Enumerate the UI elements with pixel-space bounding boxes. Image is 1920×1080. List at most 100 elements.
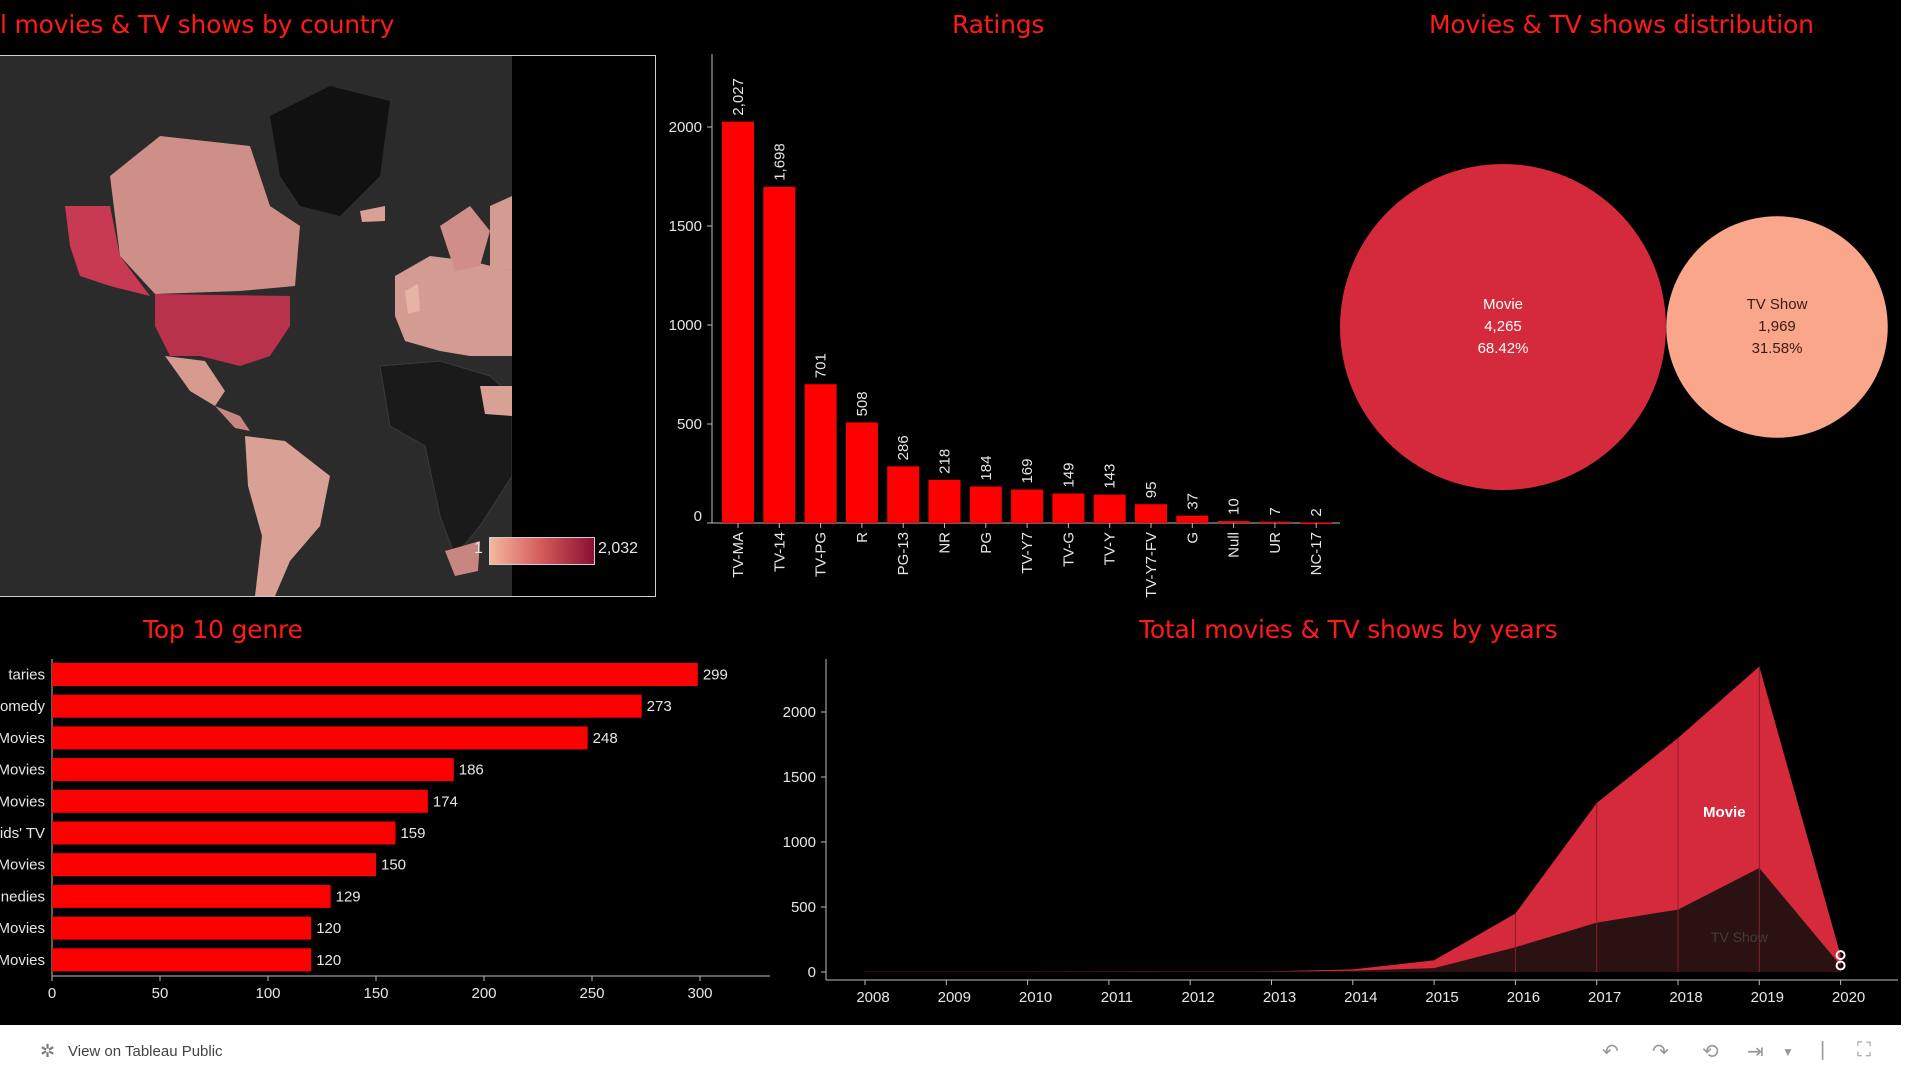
ratings-x-tick-label: TV-Y7-FV: [1143, 532, 1160, 598]
years-x-tick-label: 2018: [1669, 989, 1702, 1006]
map-country-scandinavia[interactable]: [440, 206, 490, 271]
years-x-tick-label: 2019: [1751, 989, 1784, 1006]
map-country-europe[interactable]: [395, 256, 512, 356]
years-x-tick-label: 2013: [1263, 989, 1296, 1006]
chevron-down-icon[interactable]: ▼: [1782, 1045, 1794, 1059]
genre-x-tick-label: 150: [363, 985, 388, 1002]
bubble-movie: [1340, 164, 1666, 490]
years-y-tick-label: 500: [791, 899, 816, 916]
ratings-bar-tv-g: [1052, 493, 1085, 523]
map-country-south-africa[interactable]: [445, 541, 480, 576]
genre-bar: [52, 916, 312, 940]
map-legend-max: 2,032: [598, 540, 639, 557]
ratings-x-tick-label: R: [854, 532, 871, 543]
ratings-y-tick-label: 2000: [669, 119, 702, 136]
ratings-data-label: 10: [1226, 498, 1243, 515]
map-country-central-america[interactable]: [215, 406, 250, 431]
toolbar-divider: |: [1820, 1039, 1826, 1061]
view-on-tableau-link[interactable]: View on Tableau Public: [68, 1043, 223, 1060]
genre-category-label: Movies: [0, 952, 45, 969]
ratings-bar-g: [1176, 515, 1209, 523]
genre-data-label: 159: [400, 825, 425, 842]
ratings-x-tick-label: Null: [1226, 532, 1243, 558]
years-x-tick-label: 2009: [938, 989, 971, 1006]
bubble-name: Movie: [1483, 296, 1523, 313]
world-map[interactable]: 1 2,032: [0, 55, 656, 597]
years-y-tick-label: 2000: [783, 704, 816, 721]
years-y-tick-label: 0: [808, 964, 816, 981]
map-shapes: [65, 86, 512, 596]
map-country-iceland[interactable]: [360, 206, 385, 222]
footer-toolbar: ✲ View on Tableau Public ↶ ↷ ⟲ ⇥ ▼ | ⛶: [0, 1025, 1920, 1080]
undo-icon[interactable]: ↶: [1602, 1041, 1619, 1063]
ratings-x-tick-label: TV-Y: [1102, 532, 1119, 565]
ratings-x-tick-label: NR: [937, 532, 954, 554]
genre-category-label: Movies: [0, 762, 45, 779]
ratings-data-label: 149: [1060, 462, 1077, 487]
genre-data-label: 120: [316, 952, 341, 969]
map-legend-min: 1: [474, 540, 483, 557]
genre-category-label: Movies: [0, 857, 45, 874]
genre-data-label: 273: [647, 698, 672, 715]
genre-category-label: ids' TV: [0, 825, 45, 842]
map-country-uk[interactable]: [405, 284, 420, 314]
distribution-title: Movies & TV shows distribution: [1429, 10, 1814, 39]
ratings-x-tick-label: TV-PG: [813, 532, 830, 577]
map-country-egypt[interactable]: [480, 386, 512, 416]
bubble-value: 4,265: [1484, 318, 1522, 335]
map-country-greenland[interactable]: [270, 86, 390, 216]
ratings-bar-nr: [928, 479, 961, 523]
years-y-tick-label: 1500: [783, 769, 816, 786]
ratings-bar-tv-y7: [1011, 489, 1044, 523]
bubble-tv-show: [1666, 216, 1888, 438]
genre-x-tick-label: 100: [255, 985, 280, 1002]
genre-bar: [52, 884, 331, 908]
ratings-data-label: 701: [813, 353, 830, 378]
genre-bar: [52, 948, 312, 972]
ratings-bar-tv-pg: [804, 384, 837, 523]
ratings-y-tick-label: 0: [694, 508, 702, 525]
years-y-tick-label: 1000: [783, 834, 816, 851]
map-country-usa[interactable]: [155, 294, 290, 366]
ratings-bar-pg-13: [887, 466, 920, 523]
map-country-africa[interactable]: [379, 360, 512, 557]
ratings-y-tick-label: 1500: [669, 218, 702, 235]
ratings-data-label: 95: [1143, 482, 1160, 499]
redo-icon[interactable]: ↷: [1652, 1041, 1669, 1063]
ratings-x-tick-label: TV-MA: [730, 532, 747, 578]
years-x-tick-label: 2008: [856, 989, 889, 1006]
genre-data-label: 299: [703, 667, 728, 684]
map-country-south-america[interactable]: [245, 436, 330, 596]
ratings-x-tick-label: TV-Y7: [1019, 532, 1036, 574]
map-country-russia[interactable]: [490, 196, 512, 271]
genre-bar: [52, 821, 396, 845]
genre-category-label: Movies: [0, 730, 45, 747]
ratings-x-tick-label: G: [1184, 532, 1201, 544]
years-chart[interactable]: 0 500 1000 1500 2000 Movie TV Show 2008 2009 2010…: [770, 655, 1901, 1025]
ratings-y-tick-label: 500: [677, 416, 702, 433]
genre-x-tick-label: 200: [471, 985, 496, 1002]
genre-x-tick-label: 0: [48, 985, 56, 1002]
fullscreen-icon[interactable]: ⛶: [1857, 1039, 1871, 1061]
map-country-alaska[interactable]: [65, 206, 150, 296]
genre-x-tick-label: 250: [579, 985, 604, 1002]
distribution-chart[interactable]: Movie 4,265 68.42% TV Show 1,969 31.58%: [1320, 140, 1900, 510]
map-country-canada[interactable]: [110, 136, 300, 294]
genre-data-label: 120: [316, 920, 341, 937]
genre-x-tick-label: 50: [152, 985, 169, 1002]
share-icon[interactable]: ⇥: [1747, 1041, 1764, 1063]
ratings-data-label: 2,027: [730, 78, 747, 116]
ratings-chart[interactable]: 0 500 1000 1500 2000 2,027 TV-MA 1,698 TV-14 701 T…: [660, 50, 1340, 610]
genre-chart[interactable]: 0 50 100 150 200 250 300 299 taries 273 omedy 248 Mo…: [0, 655, 790, 1015]
ratings-bar-null: [1217, 521, 1250, 523]
map-country-mexico[interactable]: [165, 356, 225, 406]
ratings-bar-r: [845, 422, 878, 523]
ratings-data-label: 37: [1184, 493, 1201, 510]
ratings-title: Ratings: [952, 10, 1045, 39]
ratings-bar-tv-y7-fv: [1135, 504, 1167, 523]
revert-icon[interactable]: ⟲: [1702, 1041, 1719, 1063]
ratings-y-tick-label: 1000: [669, 317, 702, 334]
genre-bar: [52, 694, 642, 718]
tableau-logo-icon[interactable]: ✲: [40, 1041, 56, 1061]
ratings-bar-tv-y: [1093, 494, 1126, 523]
